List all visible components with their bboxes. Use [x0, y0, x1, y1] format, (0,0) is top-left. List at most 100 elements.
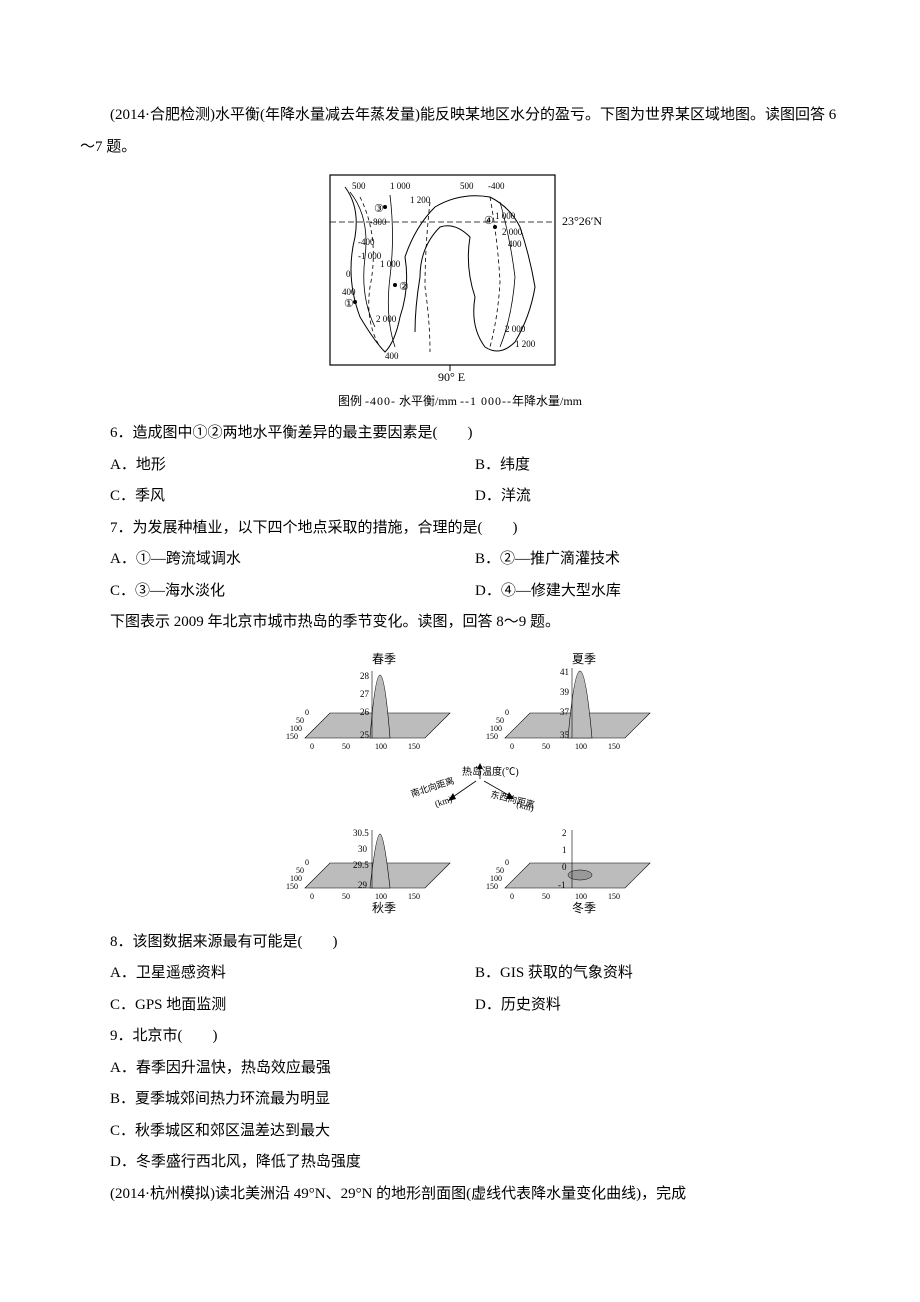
svg-text:30: 30 [358, 844, 368, 854]
svg-text:100: 100 [575, 892, 587, 901]
svg-text:0: 0 [346, 269, 351, 279]
svg-text:400: 400 [508, 239, 522, 249]
map-svg: 500 1 000 1 200 500 -400 -800 -400 -1 00… [300, 167, 620, 387]
svg-text:26: 26 [360, 707, 370, 717]
svg-text:0: 0 [305, 858, 309, 867]
svg-text:27: 27 [360, 689, 370, 699]
q8-stem: 8．该图数据来源最有可能是( ) [80, 927, 840, 959]
svg-text:29.5: 29.5 [353, 860, 369, 870]
svg-text:150: 150 [408, 892, 420, 901]
svg-text:50: 50 [542, 892, 550, 901]
svg-text:-1 000: -1 000 [358, 251, 382, 261]
svg-text:0: 0 [505, 858, 509, 867]
svg-text:0: 0 [510, 892, 514, 901]
svg-text:37: 37 [560, 707, 570, 717]
q9-opt-d: D．冬季盛行西北风，降低了热岛强度 [110, 1147, 840, 1179]
svg-text:②: ② [399, 281, 409, 293]
svg-text:150: 150 [486, 732, 498, 741]
svg-text:400: 400 [342, 287, 356, 297]
svg-text:2 000: 2 000 [502, 227, 523, 237]
q6-opt-a: A．地形 [110, 450, 475, 482]
svg-text:500: 500 [352, 181, 366, 191]
lat-label: 23°26′N [562, 214, 602, 228]
q8-options: A．卫星遥感资料 B．GIS 获取的气象资料 C．GPS 地面监测 D．历史资料 [80, 958, 840, 1021]
svg-text:100: 100 [375, 742, 387, 751]
svg-text:0: 0 [310, 742, 314, 751]
q8-opt-d: D．历史资料 [475, 990, 840, 1022]
svg-text:50: 50 [296, 866, 304, 875]
svg-text:150: 150 [408, 742, 420, 751]
q6-stem: 6．造成图中①②两地水平衡差异的最主要因素是( ) [80, 418, 840, 450]
svg-text:①: ① [344, 298, 354, 310]
svg-text:100: 100 [575, 742, 587, 751]
intro-10: (2014·杭州模拟)读北美洲沿 49°N、29°N 的地形剖面图(虚线代表降水… [80, 1179, 840, 1211]
figure-map: 500 1 000 1 200 500 -400 -800 -400 -1 00… [80, 167, 840, 414]
q7-stem: 7．为发展种植业，以下四个地点采取的措施，合理的是( ) [80, 513, 840, 545]
lon-label: 90° E [438, 370, 465, 384]
svg-text:100: 100 [490, 724, 502, 733]
q7-opt-c: C．③—海水淡化 [110, 576, 475, 608]
svg-text:50: 50 [542, 742, 550, 751]
svg-text:50: 50 [496, 866, 504, 875]
svg-text:29: 29 [358, 880, 368, 890]
svg-text:2: 2 [562, 828, 567, 838]
svg-text:春季: 春季 [372, 652, 396, 666]
q9-options: A．春季因升温快，热岛效应最强 B．夏季城郊间热力环流最为明显 C．秋季城区和郊… [80, 1053, 840, 1179]
svg-text:0: 0 [562, 862, 567, 872]
svg-text:150: 150 [608, 742, 620, 751]
q9-opt-c: C．秋季城区和郊区温差达到最大 [110, 1116, 840, 1148]
svg-text:1 000: 1 000 [380, 259, 401, 269]
svg-text:500: 500 [460, 181, 474, 191]
q8-opt-c: C．GPS 地面监测 [110, 990, 475, 1022]
q9-opt-a: A．春季因升温快，热岛效应最强 [110, 1053, 840, 1085]
q6-opt-b: B．纬度 [475, 450, 840, 482]
q6-opt-c: C．季风 [110, 481, 475, 513]
svg-text:50: 50 [342, 892, 350, 901]
svg-text:30.5: 30.5 [353, 828, 369, 838]
svg-text:100: 100 [375, 892, 387, 901]
svg-text:0: 0 [310, 892, 314, 901]
svg-text:1 000: 1 000 [495, 211, 516, 221]
svg-text:③: ③ [374, 203, 384, 215]
intro-89: 下图表示 2009 年北京市城市热岛的季节变化。读图，回答 8～9 题。 [80, 607, 840, 639]
svg-text:热岛温度(℃): 热岛温度(℃) [462, 765, 519, 778]
q7-opt-a: A．①—跨流域调水 [110, 544, 475, 576]
svg-text:0: 0 [510, 742, 514, 751]
svg-text:1 200: 1 200 [410, 195, 431, 205]
figure1-legend: 图例 -400- 水平衡/mm --1 000--年降水量/mm [80, 389, 840, 414]
svg-text:150: 150 [286, 882, 298, 891]
svg-text:50: 50 [496, 716, 504, 725]
svg-text:冬季: 冬季 [572, 900, 596, 915]
intro-67: (2014·合肥检测)水平衡(年降水量减去年蒸发量)能反映某地区水分的盈亏。下图… [80, 100, 840, 163]
svg-text:100: 100 [490, 874, 502, 883]
svg-text:④: ④ [484, 215, 494, 227]
svg-text:150: 150 [286, 732, 298, 741]
q7-opt-d: D．④—修建大型水库 [475, 576, 840, 608]
svg-text:41: 41 [560, 667, 569, 677]
q9-opt-b: B．夏季城郊间热力环流最为明显 [110, 1084, 840, 1116]
q6-options: A．地形 B．纬度 C．季风 D．洋流 [80, 450, 840, 513]
svg-text:秋季: 秋季 [372, 901, 396, 915]
svg-text:1 200: 1 200 [515, 339, 536, 349]
svg-text:-800: -800 [370, 217, 387, 227]
svg-text:1 000: 1 000 [390, 181, 411, 191]
q8-opt-b: B．GIS 获取的气象资料 [475, 958, 840, 990]
svg-text:50: 50 [342, 742, 350, 751]
svg-text:0: 0 [505, 708, 509, 717]
svg-text:2 000: 2 000 [376, 314, 397, 324]
heatisland-svg: 春季 28 27 26 25 0 50 100 150 150 100 50 0… [250, 643, 670, 923]
svg-text:50: 50 [296, 716, 304, 725]
q7-opt-b: B．②—推广滴灌技术 [475, 544, 840, 576]
svg-text:39: 39 [560, 687, 570, 697]
q8-opt-a: A．卫星遥感资料 [110, 958, 475, 990]
q6-opt-d: D．洋流 [475, 481, 840, 513]
svg-text:0: 0 [305, 708, 309, 717]
svg-text:35: 35 [560, 730, 570, 740]
svg-text:1: 1 [562, 845, 567, 855]
svg-text:100: 100 [290, 874, 302, 883]
q9-stem: 9．北京市( ) [80, 1021, 840, 1053]
figure-heatisland: 春季 28 27 26 25 0 50 100 150 150 100 50 0… [80, 643, 840, 923]
svg-text:-400: -400 [358, 237, 375, 247]
svg-text:2 000: 2 000 [505, 324, 526, 334]
svg-text:25: 25 [360, 730, 370, 740]
